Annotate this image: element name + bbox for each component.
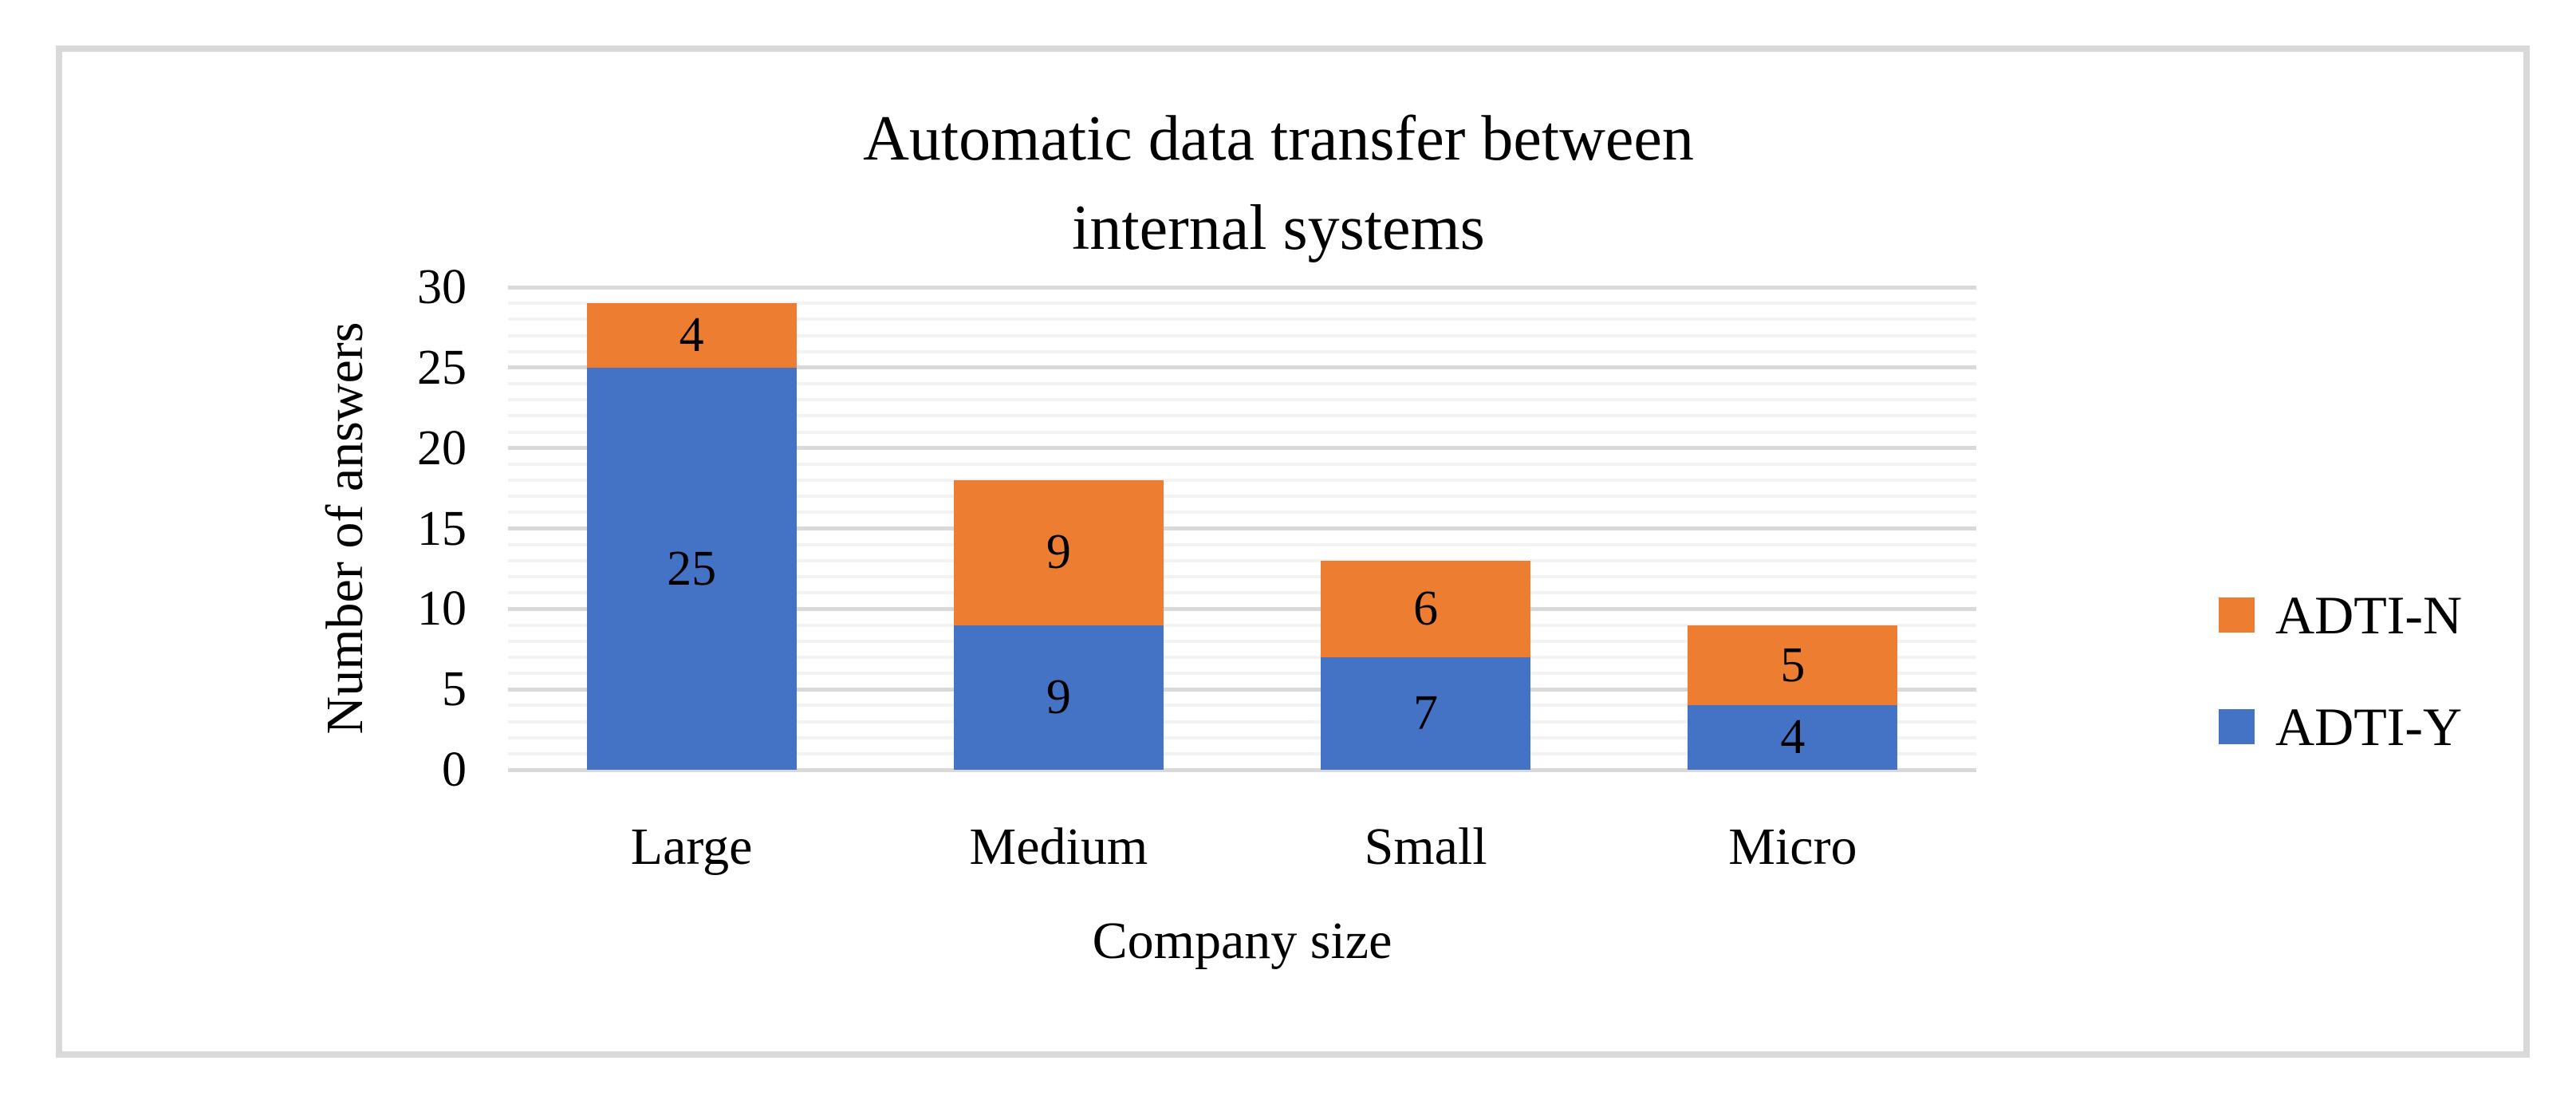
- minor-gridline: [508, 317, 1976, 321]
- legend-item-adti-y: ADTI-Y: [2219, 700, 2462, 754]
- data-label: 7: [1413, 685, 1439, 740]
- minor-gridline: [508, 655, 1976, 659]
- data-label: 4: [679, 308, 704, 363]
- minor-gridline: [508, 479, 1976, 482]
- data-label: 9: [1046, 525, 1071, 579]
- y-tick-label: 30: [417, 260, 467, 314]
- legend-swatch-icon: [2219, 597, 2255, 633]
- bar-segment-adti-n-small: [1321, 560, 1531, 657]
- minor-gridline: [508, 333, 1976, 337]
- bar-segment-adti-y-large: [586, 367, 797, 770]
- data-label: 4: [1780, 710, 1806, 765]
- legend-item-adti-n: ADTI-N: [2219, 588, 2462, 642]
- major-gridline: [508, 446, 1976, 451]
- minor-gridline: [508, 302, 1976, 306]
- bar-segment-adti-n-large: [586, 303, 797, 368]
- legend-swatch-icon: [2219, 708, 2255, 744]
- major-gridline: [508, 687, 1976, 692]
- chart-title-line-1: Automatic data transfer between: [863, 104, 1694, 174]
- bar-segment-adti-y-micro: [1688, 705, 1898, 770]
- minor-gridline: [508, 495, 1976, 499]
- minor-gridline: [508, 430, 1976, 434]
- minor-gridline: [508, 623, 1976, 627]
- minor-gridline: [508, 575, 1976, 578]
- plot-area: 25 4 9 9 7 6 4 5: [508, 285, 1976, 772]
- data-label: 6: [1413, 581, 1439, 636]
- minor-gridline: [508, 542, 1976, 546]
- minor-gridline: [508, 591, 1976, 595]
- minor-gridline: [508, 558, 1976, 562]
- minor-gridline: [508, 398, 1976, 402]
- major-gridline: [508, 767, 1976, 772]
- bar-segment-adti-y-medium: [953, 625, 1164, 770]
- minor-gridline: [508, 511, 1976, 515]
- x-category-label-micro: Micro: [1728, 818, 1857, 876]
- minor-gridline: [508, 735, 1976, 739]
- bar-segment-adti-y-small: [1321, 656, 1531, 770]
- major-gridline: [508, 526, 1976, 530]
- x-category-label-medium: Medium: [969, 818, 1148, 876]
- minor-gridline: [508, 704, 1976, 708]
- y-tick-label: 15: [417, 501, 467, 556]
- chart-title: Automatic data transfer between internal…: [0, 94, 2557, 273]
- legend-label: ADTI-Y: [2275, 696, 2463, 757]
- x-axis-title: Company size: [1092, 912, 1392, 970]
- minor-gridline: [508, 462, 1976, 466]
- minor-gridline: [508, 349, 1976, 353]
- y-tick-label: 0: [442, 743, 467, 797]
- minor-gridline: [508, 751, 1976, 755]
- legend-label: ADTI-N: [2275, 584, 2463, 645]
- x-category-label-small: Small: [1364, 818, 1487, 876]
- x-category-label-large: Large: [630, 818, 753, 876]
- major-gridline: [508, 285, 1976, 290]
- bar-segment-adti-n-medium: [953, 480, 1164, 625]
- data-label: 25: [667, 541, 717, 596]
- data-label: 5: [1780, 637, 1806, 692]
- major-gridline: [508, 606, 1976, 611]
- y-tick-label: 5: [442, 662, 467, 717]
- data-label: 9: [1046, 669, 1071, 724]
- bar-segment-adti-n-micro: [1688, 625, 1898, 706]
- minor-gridline: [508, 639, 1976, 643]
- y-tick-label: 10: [417, 582, 467, 637]
- y-tick-label: 25: [417, 340, 467, 395]
- minor-gridline: [508, 414, 1976, 418]
- chart-title-line-2: internal systems: [1072, 193, 1485, 263]
- major-gridline: [508, 365, 1976, 370]
- minor-gridline: [508, 382, 1976, 385]
- minor-gridline: [508, 720, 1976, 723]
- y-tick-label: 20: [417, 420, 467, 475]
- chart-frame-border: [56, 45, 2530, 1058]
- minor-gridline: [508, 672, 1976, 675]
